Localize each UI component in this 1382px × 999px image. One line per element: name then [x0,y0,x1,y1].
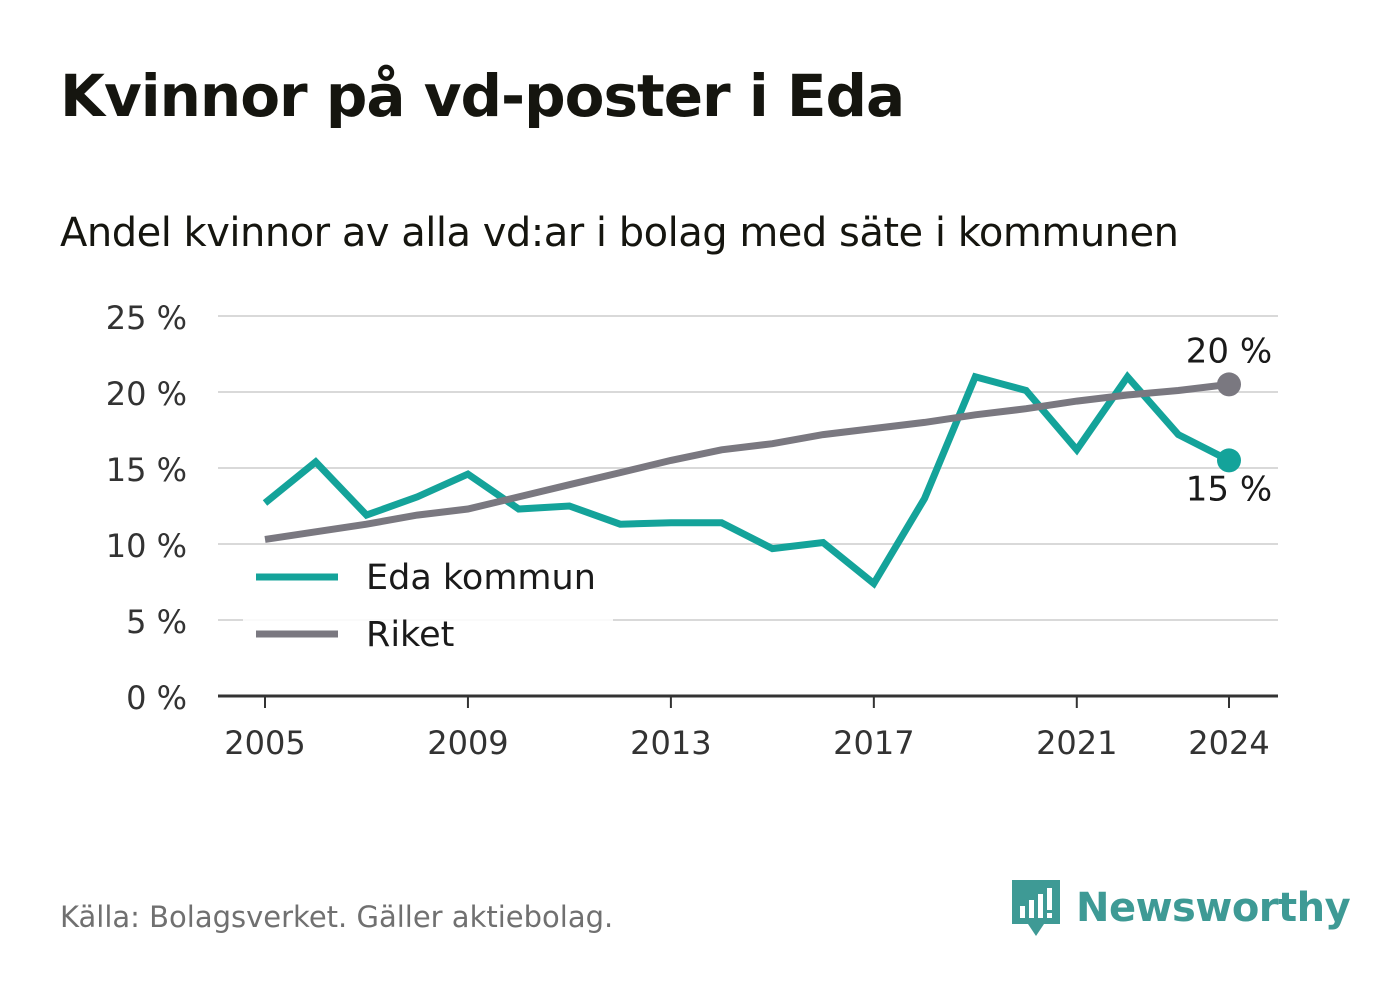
newsworthy-logo-icon [1012,880,1060,936]
x-tick-label: 2005 [224,724,305,762]
brand-name: Newsworthy [1076,885,1351,931]
x-tick-label: 2024 [1188,724,1269,762]
x-tick-label: 2017 [833,724,914,762]
end-point-marker [1217,448,1241,473]
y-tick-label: 15 % [106,451,187,489]
series-line-riket [264,380,1230,543]
y-tick-label: 25 % [106,299,187,337]
y-tick-label: 10 % [106,527,187,565]
legend-label: Eda kommun [366,558,596,598]
chart-subtitle: Andel kvinnor av alla vd:ar i bolag med … [60,210,1179,256]
end-point-marker [1217,372,1241,397]
legend-label: Riket [366,615,454,655]
brand: Newsworthy [1010,878,1351,938]
y-tick-label: 0 % [126,679,187,717]
chart-title: Kvinnor på vd-poster i Eda [60,62,905,130]
end-value-label: 20 % [1186,331,1272,371]
x-tick-label: 2013 [630,724,711,762]
legend-background [243,545,613,663]
x-tick-label: 2009 [427,724,508,762]
x-tick-label: 2021 [1036,724,1117,762]
end-value-label: 15 % [1186,469,1272,509]
y-tick-label: 20 % [106,375,187,413]
source-note: Källa: Bolagsverket. Gäller aktiebolag. [60,900,614,934]
y-tick-label: 5 % [126,603,187,641]
series-line-eda-kommun [262,371,1231,589]
